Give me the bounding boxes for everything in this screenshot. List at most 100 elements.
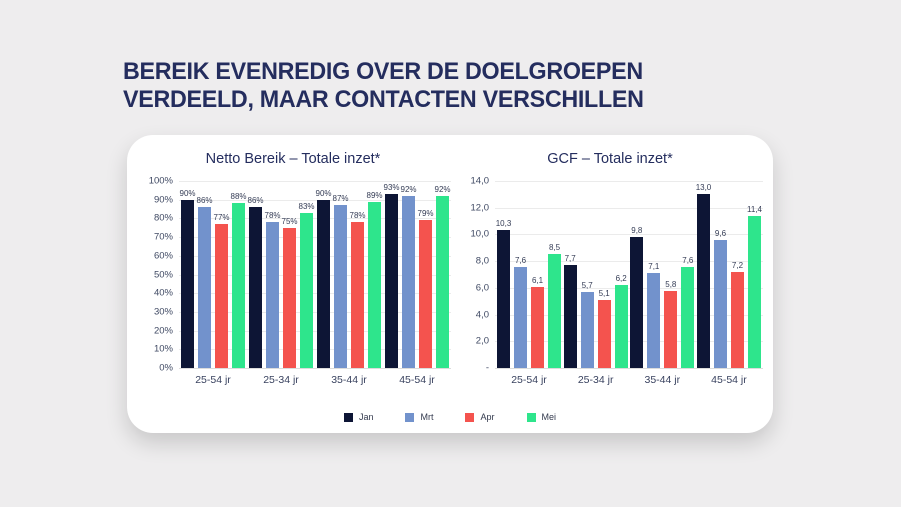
bar <box>630 237 644 368</box>
chart-gcf: GCF – Totale inzet* 14,0 12,0 10,0 8,0 6,0 4,… <box>457 151 763 386</box>
category-label: 45-54 jr <box>399 374 435 386</box>
bar-value-label: 10,3 <box>495 219 512 229</box>
bar <box>385 194 398 368</box>
y-tick-label: 60% <box>153 250 173 262</box>
bar-groups: 90% 86% 77% 88% 86% 78% 75% 83% 90% 87% 78% 89% 93% 9… <box>179 181 451 368</box>
plot-area: 90% 86% 77% 88% 86% 78% 75% 83% 90% 87% 78% 89% 93% 9… <box>179 181 451 369</box>
slide-title: BEREIK EVENREDIG OVER DE DOELGROEPEN VER… <box>123 58 644 114</box>
bar <box>497 230 510 368</box>
bar-value-label: 7,2 <box>731 260 744 270</box>
legend-item-mei: Mei <box>526 412 557 422</box>
legend-item-mrt: Mrt <box>405 412 433 422</box>
bar <box>713 239 727 368</box>
bar-jan: 9,8 <box>630 181 644 368</box>
gridline <box>495 314 763 316</box>
legend-swatch <box>526 412 536 422</box>
bar-mrt: 7,1 <box>647 181 661 368</box>
bar <box>696 194 710 368</box>
bar-group: 13,0 9,6 7,2 11,4 <box>696 181 762 368</box>
bar-mei: 7,6 <box>681 181 695 368</box>
bar-value-label: 86% <box>196 196 213 206</box>
y-tick-label: 30% <box>153 306 173 318</box>
bar <box>563 265 577 368</box>
legend-swatch <box>405 412 415 422</box>
y-tick-label: 10% <box>153 343 173 355</box>
bar-value-label: 9,8 <box>631 226 643 236</box>
bar-value-label: 90% <box>315 188 332 198</box>
bar <box>664 290 678 368</box>
bar-apr: 79% <box>417 181 434 368</box>
bar-apr: 7,2 <box>730 181 744 368</box>
bar-value-label: 77% <box>213 213 230 223</box>
legend-swatch <box>343 412 353 422</box>
bar-value-label: 86% <box>247 196 264 206</box>
y-tick-label: 6,0 <box>475 282 489 294</box>
gridline <box>179 274 451 276</box>
bar-value-label: 7,6 <box>514 255 527 265</box>
bar-group: 9,8 7,1 5,8 7,6 <box>630 181 695 368</box>
slide-title-line2: VERDEELD, MAAR CONTACTEN VERSCHILLEN <box>123 86 644 113</box>
bar-value-label: 5,1 <box>598 288 610 298</box>
bar-mei: 83% <box>298 181 315 368</box>
gridline <box>179 199 451 201</box>
y-tick-label: 80% <box>153 212 173 224</box>
bar <box>402 195 415 368</box>
bar-value-label: 79% <box>417 209 434 219</box>
bar-value-label: 89% <box>366 190 383 200</box>
y-tick-label: 8,0 <box>475 255 489 267</box>
legend-item-apr: Apr <box>465 412 495 422</box>
gridline <box>495 287 763 289</box>
bar-apr: 5,8 <box>664 181 678 368</box>
bar <box>597 299 611 368</box>
bar <box>614 285 628 368</box>
legend-swatch <box>465 412 475 422</box>
y-tick-label: 4,0 <box>475 309 489 321</box>
bar-value-label: 7,6 <box>682 255 694 265</box>
bar-apr: 75% <box>282 181 298 368</box>
bar-apr: 77% <box>213 181 230 368</box>
y-tick-label: - <box>485 362 489 374</box>
y-tick-label: 100% <box>148 175 173 187</box>
y-tick-label: 14,0 <box>470 175 490 187</box>
bar <box>580 291 594 368</box>
gridline <box>179 237 451 239</box>
chart-legend: Jan Mrt Apr Mei <box>127 412 773 422</box>
bar-group: 93% 92% 79% 92% <box>384 181 451 368</box>
bar <box>266 222 279 368</box>
legend-label: Jan <box>358 412 374 422</box>
bar-value-label: 83% <box>298 201 315 211</box>
bar <box>747 215 761 368</box>
bar-mrt: 9,6 <box>713 181 727 368</box>
legend-label: Apr <box>480 412 495 422</box>
y-axis: 14,0 12,0 10,0 8,0 6,0 4,0 2,0 - <box>457 176 495 374</box>
legend-label: Mei <box>541 412 557 422</box>
bar-group: 90% 86% 77% 88% <box>179 181 247 368</box>
bar-value-label: 78% <box>349 211 366 221</box>
bar-value-label: 78% <box>264 211 281 221</box>
y-tick-label: 50% <box>153 269 173 280</box>
plot-area: 10,3 7,6 6,1 8,5 7,7 5,7 5,1 6,2 9,8 7,1 5,8 7,6 13,… <box>495 181 763 369</box>
category-label: 25-34 jr <box>263 374 299 386</box>
bar <box>232 203 245 368</box>
bar-mei: 6,2 <box>614 181 628 368</box>
y-tick-label: 10,0 <box>470 228 490 240</box>
bar-mrt: 92% <box>400 181 417 368</box>
bar-value-label: 92% <box>400 184 417 194</box>
bar-group: 10,3 7,6 6,1 8,5 <box>495 181 561 368</box>
bar-value-label: 87% <box>332 194 349 204</box>
bar <box>283 227 296 368</box>
bar-jan: 10,3 <box>495 181 512 368</box>
bar-group: 86% 78% 75% 83% <box>247 181 315 368</box>
category-label: 25-54 jr <box>511 374 547 386</box>
bar-value-label: 5,8 <box>665 279 677 289</box>
bar-value-label: 5,7 <box>581 280 593 290</box>
y-tick-label: 0% <box>159 362 173 374</box>
bar-value-label: 8,5 <box>548 243 561 253</box>
gridline <box>179 255 451 257</box>
bar-mrt: 7,6 <box>514 181 527 368</box>
bar-value-label: 90% <box>179 188 196 198</box>
legend-label: Mrt <box>420 412 434 422</box>
bar-group: 90% 87% 78% 89% <box>315 181 383 368</box>
bar-mrt: 5,7 <box>580 181 594 368</box>
bar-mrt: 86% <box>196 181 213 368</box>
